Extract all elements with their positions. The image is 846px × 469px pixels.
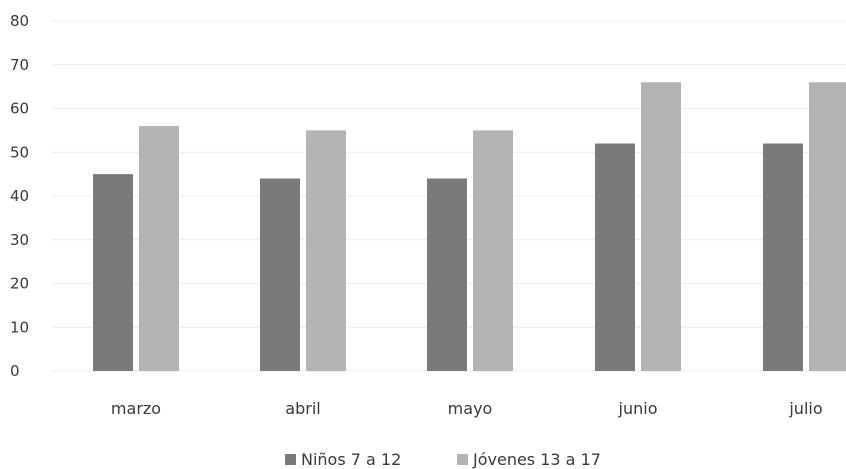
y-axis-tick-labels: 0 10 20 30 40 50 60 70 80 xyxy=(10,12,29,380)
legend-label: Niños 7 a 12 xyxy=(301,450,401,469)
bar-ninos-junio xyxy=(595,143,635,371)
y-tick-label: 0 xyxy=(10,362,20,380)
legend-swatch xyxy=(285,454,296,465)
bar-ninos-mayo xyxy=(427,178,467,371)
legend-label: Jóvenes 13 a 17 xyxy=(472,450,601,469)
bar-ninos-abril xyxy=(260,178,300,371)
bar-ninos-julio xyxy=(763,143,803,371)
x-tick-label: abril xyxy=(285,399,320,418)
x-tick-label: julio xyxy=(788,399,822,418)
bar-jovenes-mayo xyxy=(473,130,513,371)
bar-jovenes-julio xyxy=(809,82,846,371)
bar-jovenes-marzo xyxy=(139,126,179,371)
y-tick-label: 20 xyxy=(10,275,29,293)
y-tick-label: 70 xyxy=(10,56,29,74)
y-tick-label: 30 xyxy=(10,231,29,249)
bar-jovenes-abril xyxy=(306,130,346,371)
y-tick-label: 10 xyxy=(10,318,29,336)
x-tick-label: junio xyxy=(618,399,658,418)
bar-jovenes-junio xyxy=(641,82,681,371)
bars xyxy=(93,82,846,371)
x-tick-label: marzo xyxy=(111,399,161,418)
x-axis-category-labels: marzo abril mayo junio julio xyxy=(111,399,823,418)
bar-ninos-marzo xyxy=(93,174,133,371)
y-tick-label: 40 xyxy=(10,187,29,205)
y-tick-label: 60 xyxy=(10,100,29,118)
x-tick-label: mayo xyxy=(448,399,493,418)
legend-swatch xyxy=(457,454,468,465)
y-tick-label: 50 xyxy=(10,143,29,161)
legend: Niños 7 a 12 Jóvenes 13 a 17 xyxy=(285,450,601,469)
y-tick-label: 80 xyxy=(10,12,29,30)
